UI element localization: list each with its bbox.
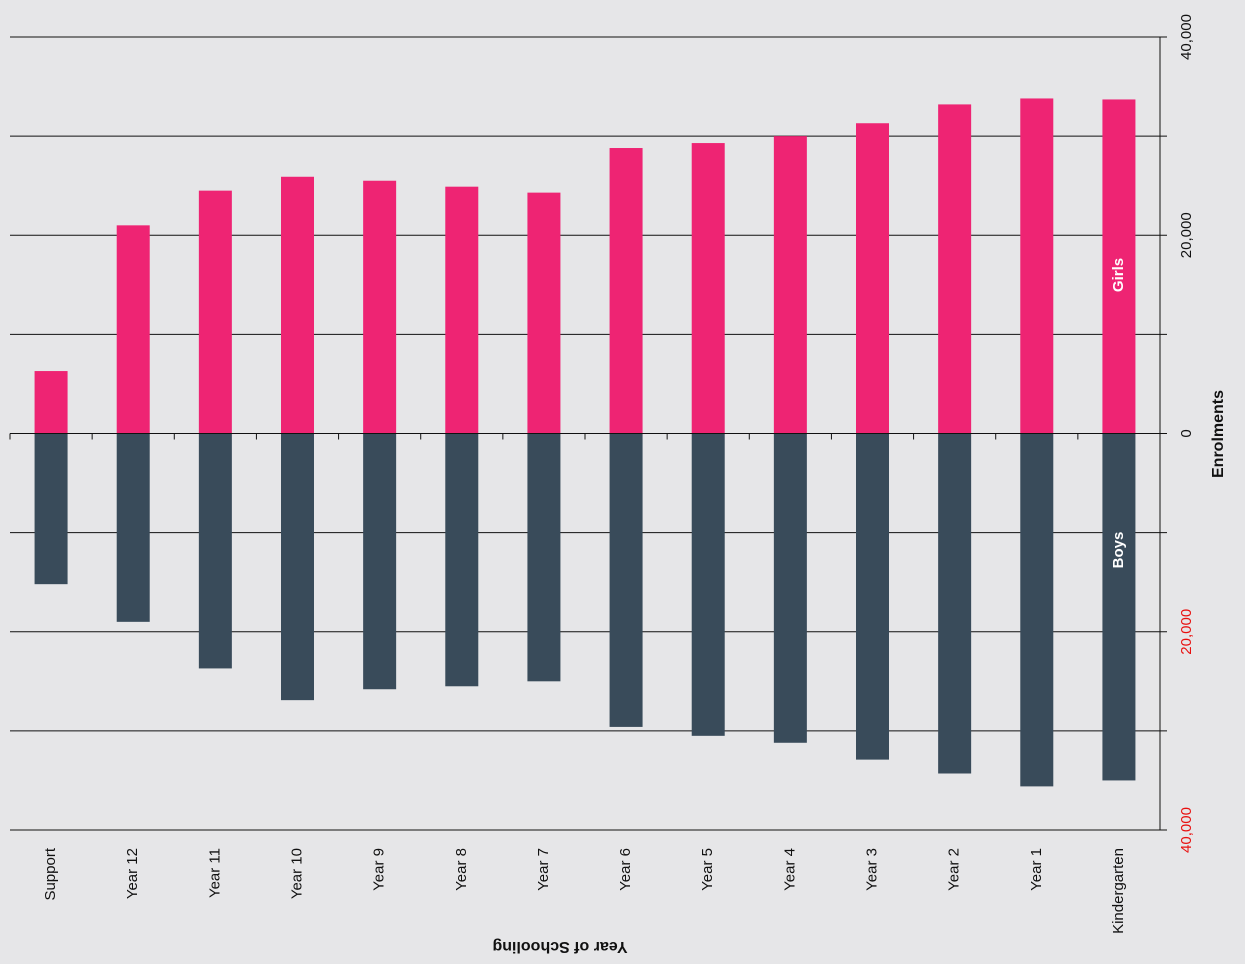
bar [856,433,889,760]
x-tick-label: Year 2 [946,848,963,891]
bar [445,433,479,687]
bar [691,433,725,736]
x-tick-label: Year 3 [863,848,880,891]
x-tick-label: Year 6 [617,848,634,891]
x-axis-title: Year of Schooling [492,938,627,955]
x-tick-label: Year 7 [535,848,552,891]
bar [1102,99,1136,434]
x-tick-label: Year 4 [781,848,798,891]
bar [938,104,972,434]
x-tick-label: Year 9 [371,848,388,891]
bar [34,433,68,585]
bar [856,123,889,434]
bar [938,433,972,774]
bar [445,186,479,434]
bar [363,180,397,434]
x-tick-label: Year 8 [453,848,470,891]
bar [527,433,561,682]
y-tick-label: 20,000 [1178,212,1195,258]
y-tick-label: 20,000 [1178,609,1195,655]
x-tick-label: Year 12 [124,848,141,899]
series-label: Girls [1110,258,1127,292]
y-tick-label: 40,000 [1178,807,1195,853]
bar [281,176,314,434]
bar [281,433,314,701]
y-tick-label: 0 [1178,429,1195,437]
bar [527,192,561,434]
bar [609,148,643,434]
x-tick-label: Year 11 [206,848,223,898]
bar [609,433,643,727]
x-tick-label: Year 5 [699,848,716,891]
y-tick-label: 40,000 [1178,14,1195,60]
x-tick-label: Kindergarten [1110,848,1127,934]
bar [116,225,150,434]
x-tick-label: Support [42,847,59,900]
bar [34,371,68,434]
bar [116,433,150,622]
series-label: Boys [1110,532,1127,569]
bar [198,433,232,669]
bar [1020,433,1054,787]
bar [773,136,807,434]
bar [198,190,232,434]
bar [1020,98,1054,434]
x-tick-label: Year 10 [288,848,305,899]
bar [773,433,807,743]
y-axis-title: Enrolments [1210,390,1227,478]
bar [1102,433,1136,781]
bar [691,143,725,434]
bar [363,433,397,690]
x-tick-label: Year 1 [1028,848,1045,891]
